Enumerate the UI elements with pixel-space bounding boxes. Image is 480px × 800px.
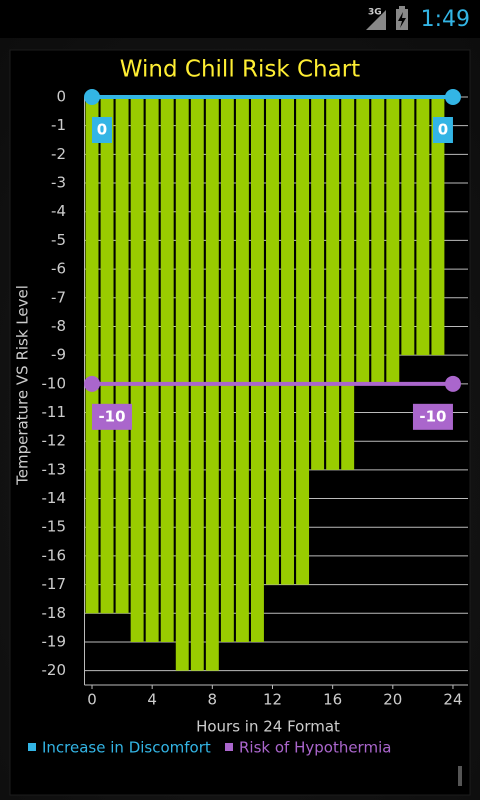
bar	[431, 97, 445, 356]
y-tick-label: -20	[42, 661, 67, 679]
bar	[281, 97, 294, 585]
x-tick-label: 8	[208, 691, 218, 709]
clock: 1:49	[421, 7, 470, 32]
value-label: -10	[98, 407, 125, 425]
bar	[341, 97, 355, 470]
y-tick-label: -8	[51, 317, 66, 335]
value-label: 0	[438, 121, 448, 139]
y-tick-label: -16	[42, 546, 67, 564]
y-tick-label: -1	[51, 116, 66, 134]
bar	[250, 97, 264, 642]
y-tick-label: -15	[42, 518, 67, 536]
bar	[145, 97, 159, 642]
y-tick-label: -10	[42, 374, 67, 392]
y-tick-label: -18	[42, 604, 67, 622]
legend-label: Increase in Discomfort	[42, 739, 211, 757]
value-label: -10	[419, 407, 446, 425]
legend-label: Risk of Hypothermia	[239, 739, 391, 757]
y-tick-label: -2	[51, 145, 66, 163]
y-tick-label: -5	[51, 231, 66, 249]
bar	[130, 97, 144, 642]
y-tick-label: -4	[51, 202, 66, 220]
value-label-box	[92, 403, 133, 430]
y-axis-title: Temperature VS Risk Level	[14, 285, 32, 486]
battery-cap	[399, 6, 405, 9]
value-label-box	[412, 403, 453, 430]
bar	[371, 97, 385, 384]
x-tick-label: 12	[263, 691, 282, 709]
signal-icon	[366, 10, 386, 30]
y-tick-label: -11	[42, 403, 67, 421]
x-tick-label: 20	[383, 691, 402, 709]
bar	[326, 97, 340, 470]
series-point	[84, 89, 101, 105]
y-tick-label: -13	[42, 460, 67, 478]
y-tick-label: -7	[51, 288, 66, 306]
bar	[356, 97, 370, 384]
scroll-indicator	[458, 766, 462, 786]
bar	[311, 97, 325, 470]
y-tick-label: -9	[51, 346, 66, 364]
value-label-box	[432, 117, 453, 143]
network-type: 3G	[368, 8, 382, 18]
bar	[85, 97, 99, 614]
bar	[235, 97, 249, 642]
bar	[220, 97, 234, 642]
x-tick-label: 24	[443, 691, 462, 709]
chart-title: Wind Chill Risk Chart	[120, 57, 360, 83]
y-tick-label: -12	[42, 432, 67, 450]
series-point	[444, 89, 461, 105]
series-point	[444, 375, 461, 392]
bar	[386, 97, 400, 384]
y-tick-label: -19	[42, 632, 67, 650]
bar	[416, 97, 430, 356]
series-point	[84, 375, 101, 392]
y-tick-label: -3	[51, 174, 66, 192]
charging-bolt	[398, 12, 406, 28]
bar	[401, 97, 415, 356]
bar	[160, 97, 174, 642]
value-label-box	[92, 117, 113, 143]
legend-swatch	[28, 743, 36, 751]
legend-swatch	[225, 743, 233, 751]
x-tick-label: 4	[147, 691, 157, 709]
value-label: 0	[97, 121, 107, 139]
x-tick-label: 16	[323, 691, 342, 709]
y-tick-label: -6	[51, 260, 66, 278]
bar	[100, 97, 114, 614]
bar	[266, 97, 279, 585]
y-tick-label: -14	[42, 489, 67, 507]
y-tick-label: -17	[42, 575, 67, 593]
x-axis-title: Hours in 24 Format	[196, 718, 340, 736]
bar	[296, 97, 310, 585]
y-tick-label: 0	[56, 88, 66, 106]
bar	[115, 97, 129, 614]
x-tick-label: 0	[87, 691, 97, 709]
